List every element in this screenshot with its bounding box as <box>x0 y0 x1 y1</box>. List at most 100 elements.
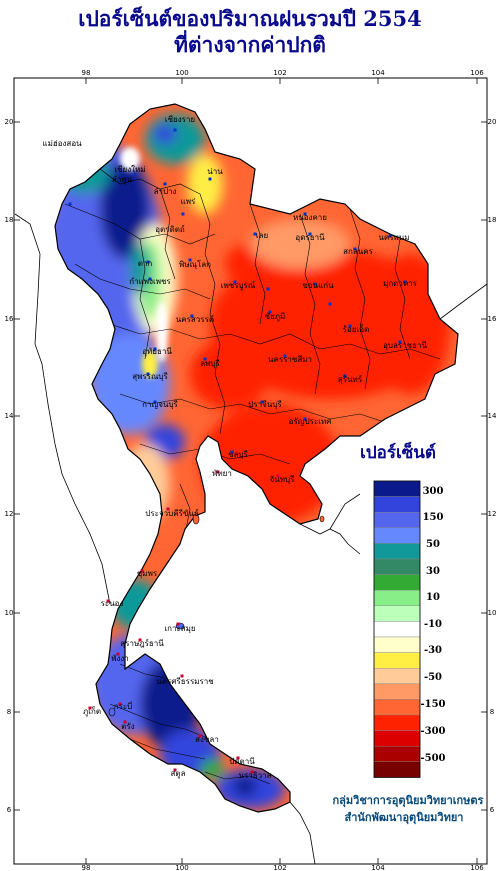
station-dot <box>216 470 220 474</box>
province-label: ร้อยเอ็ด <box>343 324 370 334</box>
station-dot <box>118 702 122 706</box>
legend-swatch <box>373 761 421 778</box>
province-label: ชัยภูมิ <box>265 312 286 322</box>
lon-tick-label: 98 <box>82 864 91 871</box>
legend-swatch <box>373 746 421 763</box>
lon-tick-label: 102 <box>273 864 286 871</box>
legend-swatch <box>373 590 421 607</box>
station-dot <box>283 354 287 358</box>
province-label: ตาก <box>138 259 153 268</box>
legend-label: 30 <box>426 566 440 577</box>
legend-label: -300 <box>420 726 445 737</box>
map-title: เปอร์เซ็นต์ของปริมาณฝนรวมปี 2554 ที่ต่าง… <box>0 6 500 58</box>
lat-tick-label: 16 <box>5 315 14 323</box>
province-label: พังงา <box>111 654 129 663</box>
station-dot <box>188 258 192 262</box>
legend-label: 300 <box>423 486 444 497</box>
station-dot <box>276 474 280 478</box>
legend-swatch <box>373 558 421 575</box>
station-dot <box>236 756 240 760</box>
lat-tick-label: 6 <box>490 806 495 814</box>
station-dot <box>328 302 332 306</box>
province-label: หนองคาย <box>293 213 327 222</box>
province-label: ลำพูน <box>112 175 133 185</box>
legend-swatch <box>373 512 421 529</box>
map-frame <box>13 77 488 865</box>
station-dot <box>173 768 177 772</box>
station-dot <box>353 247 357 251</box>
credit-line-2: สำนักพัฒนาอุตุนิยมวิทยา <box>345 811 464 825</box>
province-label: สุราษฎร์ธานี <box>120 638 164 648</box>
lat-tick-label: 14 <box>488 412 497 420</box>
station-dot <box>138 638 142 642</box>
legend-swatch <box>373 714 421 731</box>
station-dot <box>116 652 120 656</box>
legend-swatch <box>373 730 421 747</box>
station-dot <box>398 340 402 344</box>
islands <box>108 513 325 717</box>
lon-tick-label: 104 <box>371 69 385 77</box>
lon-tick-label: 106 <box>470 69 484 77</box>
station-dot <box>403 280 407 284</box>
station-dot <box>230 450 234 454</box>
province-label: เกาะสมุย <box>164 624 195 633</box>
province-label: เชียงใหม่ <box>114 165 145 174</box>
province-label: ตรัง <box>121 722 134 731</box>
title-line-1: เปอร์เซ็นต์ของปริมาณฝนรวมปี 2554 <box>78 6 422 31</box>
province-label: แม่ฮ่องสอน <box>42 139 82 148</box>
station-dot <box>268 310 272 314</box>
station-dot <box>180 674 184 678</box>
province-label: อุดรธานี <box>295 233 325 242</box>
title-line-2: ที่ต่างจากค่าปกติ <box>174 32 326 57</box>
station-dot <box>140 569 144 573</box>
province-label: ลพบุรี <box>200 359 220 368</box>
legend-label: -150 <box>420 699 445 710</box>
province-label: แพร่ <box>181 197 196 206</box>
province-label: ลำปาง <box>154 187 177 196</box>
map-area: 98 98 100 100 102 102 104 104 106 106 20 20 18 18 16 16… <box>0 64 500 871</box>
lon-tick-label: 106 <box>470 864 484 871</box>
lat-tick-label: 10 <box>5 609 14 617</box>
station-dot <box>250 770 254 774</box>
neighbour-borders <box>14 213 488 865</box>
province-label: สกลนคร <box>343 247 373 256</box>
legend-swatch <box>373 683 421 700</box>
province-label: น่าน <box>207 167 223 176</box>
lat-tick-label: 20 <box>488 118 497 126</box>
lat-tick-label: 12 <box>5 510 14 518</box>
legend-swatch <box>373 496 421 513</box>
station-markers <box>68 128 407 774</box>
station-dot <box>303 212 307 216</box>
province-label: ภูเก็ต <box>83 706 101 717</box>
station-dot <box>343 374 347 378</box>
lat-tick-label: 10 <box>488 609 497 617</box>
province-label: สุรินทร์ <box>338 374 363 384</box>
legend-swatch <box>373 621 421 638</box>
station-dot <box>208 177 212 181</box>
legend: 300 150 50 30 10 -10 -30 -50 -150 -300 -500 <box>373 480 446 778</box>
legend-swatch <box>373 527 421 544</box>
lat-tick-label: 6 <box>7 806 12 814</box>
province-label: เพชรบูรณ์ <box>221 280 256 291</box>
province-label: อุตรดิตถ์ <box>155 224 185 234</box>
station-dot <box>123 720 127 724</box>
province-label: ระนอง <box>101 599 124 608</box>
province-label: พัทยา <box>212 469 232 478</box>
lat-tick-label: 12 <box>488 510 497 518</box>
station-dot <box>348 324 352 328</box>
station-dot <box>266 287 270 291</box>
station-dot <box>253 232 257 236</box>
legend-swatch <box>373 574 421 591</box>
station-dot <box>260 400 264 404</box>
station-dot <box>153 347 157 351</box>
legend-label: -500 <box>420 753 445 764</box>
lon-tick-label: 100 <box>175 864 188 871</box>
province-label: กระบี่ <box>114 700 133 711</box>
legend-swatch <box>373 699 421 716</box>
province-label: เชียงราย <box>165 115 195 124</box>
station-dot <box>308 232 312 236</box>
lon-tick-label: 98 <box>82 69 91 77</box>
station-dot <box>303 417 307 421</box>
lon-tick-label: 100 <box>175 69 188 77</box>
